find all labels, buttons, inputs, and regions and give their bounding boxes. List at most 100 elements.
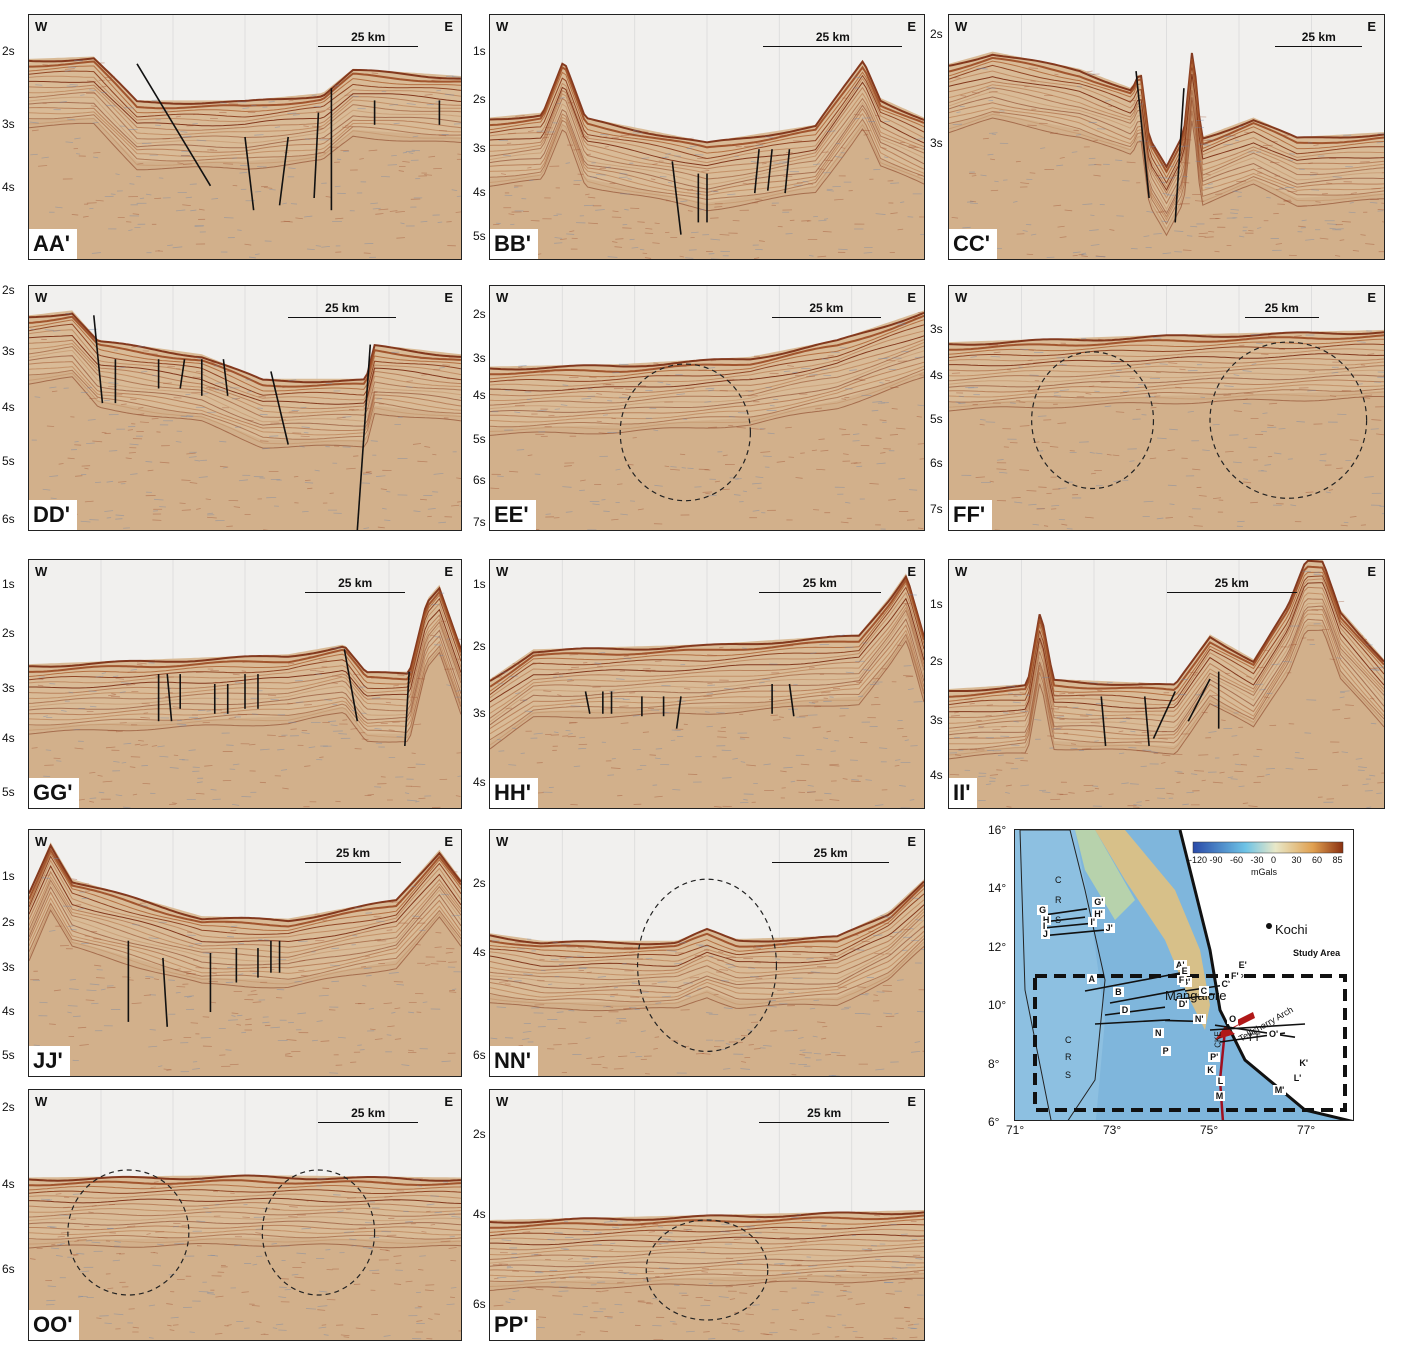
survey-line-label: L [1215, 1076, 1226, 1087]
time-tick-label: 3s [2, 116, 15, 131]
latitude-tick-label: 12° [988, 939, 1007, 954]
time-tick-label: 2s [473, 638, 486, 653]
survey-line-label: H' [1092, 909, 1105, 919]
west-label: W [35, 564, 48, 579]
scale-bar: 25 km [1166, 575, 1297, 593]
time-tick-label: 2s [473, 92, 486, 107]
survey-line-label: F' [1229, 971, 1241, 982]
profile-label: II' [949, 778, 978, 808]
seismic-image [949, 560, 1384, 808]
survey-line-label: G [1037, 904, 1049, 915]
time-tick-label: 1s [930, 596, 943, 611]
east-label: E [1367, 290, 1376, 305]
time-tick-label: 4s [473, 387, 486, 402]
west-label: W [955, 19, 968, 34]
scale-label: 25 km [815, 30, 850, 45]
time-tick-label: 5s [2, 1048, 15, 1063]
colorbar-tick-label: 0 [1271, 855, 1277, 865]
scale-bar: 25 km [759, 1106, 890, 1123]
time-tick-label: 3s [930, 136, 943, 151]
latitude-tick-label: 8° [988, 1056, 1000, 1071]
profile-label: DD' [29, 500, 78, 530]
profile-label: HH' [490, 778, 539, 808]
west-label: W [496, 1094, 509, 1109]
crs-letter: R [1055, 895, 1062, 905]
survey-line-label: E' [1236, 960, 1249, 970]
scale-label: 25 km [802, 575, 837, 590]
time-tick-label: 2s [2, 282, 15, 297]
time-tick-label: 3s [473, 351, 486, 366]
survey-line-label: I [1040, 921, 1048, 931]
time-tick-label: 7s [930, 502, 943, 517]
west-label: W [496, 564, 509, 579]
time-tick-label: 2s [473, 876, 486, 891]
time-tick-label: 5s [473, 431, 486, 446]
scale-label: 25 km [325, 301, 360, 316]
scale-label: 25 km [807, 1106, 842, 1120]
survey-line-label: M' [1272, 1084, 1287, 1095]
time-tick-label: 1s [473, 43, 486, 58]
time-tick-label: 4s [473, 1207, 486, 1221]
seismic-panel-bb: W E 25 km BB' [489, 14, 925, 260]
seismic-panel-ii: W E 25 km II' [948, 559, 1385, 809]
profile-label: BB' [490, 229, 539, 259]
colorbar-tick-label: -120 [1189, 855, 1208, 865]
seismic-panel-pp: W E 25 km PP' [489, 1089, 925, 1341]
time-tick-label: 4s [2, 180, 15, 195]
seismic-image [490, 15, 924, 259]
crs-letter: S [1065, 1070, 1072, 1080]
crs-letter: S [1055, 915, 1062, 925]
west-label: W [955, 290, 968, 305]
seismic-image [29, 15, 461, 259]
time-tick-label: 2s [473, 307, 486, 322]
profile-label: OO' [29, 1310, 80, 1340]
survey-line-label: I' [1088, 916, 1098, 927]
scale-label: 25 km [809, 301, 844, 316]
profile-label: NN' [490, 1046, 539, 1076]
colorbar-tick-label: 30 [1291, 855, 1302, 865]
colorbar-unit-label: mGals [1251, 867, 1278, 877]
study-area-label: Study Area [1293, 948, 1341, 958]
seismic-image [490, 286, 924, 530]
scale-label: 25 km [1301, 30, 1336, 45]
time-tick-label: 4s [473, 185, 486, 200]
time-tick-label: 5s [473, 229, 486, 244]
scale-bar: 25 km [1244, 301, 1319, 319]
scale-bar: 25 km [1275, 30, 1363, 48]
seismic-panel-aa: W E 25 km AA' [28, 14, 462, 260]
west-label: W [35, 1094, 48, 1109]
time-tick-label: 2s [930, 653, 943, 668]
seismic-panel-jj: W E 25 km JJ' [28, 829, 462, 1077]
survey-line-label: A' [1173, 960, 1187, 970]
time-tick-label: 2s [2, 43, 15, 58]
seismic-panel-ee: W E 25 km EE' [489, 285, 925, 531]
longitude-tick-label: 77° [1297, 1123, 1316, 1137]
survey-line-label: O [1227, 1014, 1239, 1024]
time-tick-label: 6s [473, 473, 486, 488]
time-tick-label: 2s [473, 1127, 486, 1141]
seismic-image [490, 560, 924, 808]
survey-line-label: J [1040, 928, 1050, 939]
time-tick-label: 4s [473, 775, 486, 790]
latitude-tick-label: 6° [988, 1115, 1000, 1129]
seismic-image [29, 286, 461, 530]
scale-label: 25 km [1214, 575, 1249, 590]
latitude-tick-label: 16° [988, 823, 1007, 837]
survey-line-label: P [1160, 1046, 1171, 1057]
time-tick-label: 6s [473, 1048, 486, 1063]
colorbar-tick-label: -90 [1209, 855, 1223, 865]
east-label: E [907, 564, 916, 579]
survey-line-label: C [1198, 986, 1210, 997]
colorbar-tick-label: 85 [1332, 855, 1343, 865]
east-label: E [1367, 19, 1376, 34]
longitude-tick-label: 71° [1006, 1123, 1025, 1137]
survey-line-label: D [1119, 1005, 1131, 1015]
crs-letter: C [1065, 1035, 1072, 1045]
colorbar-tick-label: -30 [1250, 855, 1264, 865]
seismic-image [29, 560, 461, 808]
tt-label: TT [1247, 1032, 1261, 1044]
time-tick-label: 3s [2, 959, 15, 974]
profile-label: FF' [949, 500, 993, 530]
longitude-tick-label: 75° [1200, 1123, 1219, 1137]
seismic-panel-cc: W E 25 km CC' [948, 14, 1385, 260]
